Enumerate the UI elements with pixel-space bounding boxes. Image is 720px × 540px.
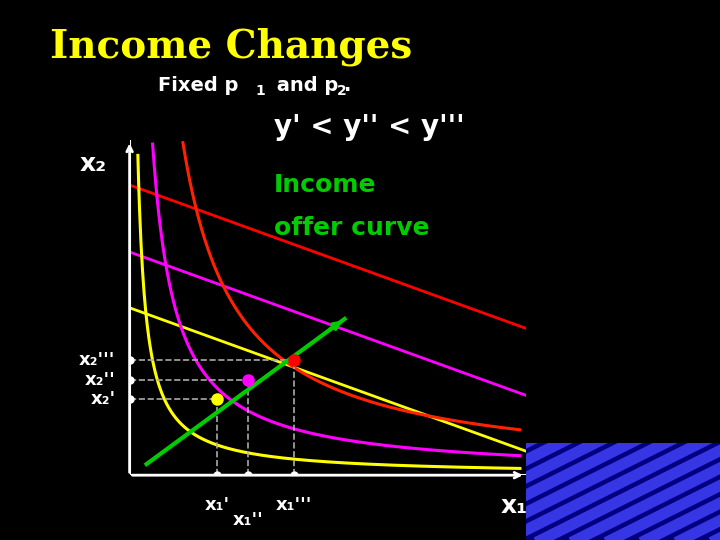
Text: x₁'': x₁'' bbox=[233, 510, 264, 529]
Text: Income: Income bbox=[274, 173, 376, 197]
Text: x₂': x₂' bbox=[90, 390, 115, 408]
Text: .: . bbox=[344, 76, 351, 94]
Text: x₂''': x₂''' bbox=[79, 351, 115, 369]
Text: offer curve: offer curve bbox=[274, 216, 429, 240]
Text: x₂: x₂ bbox=[80, 152, 107, 176]
Text: x₂'': x₂'' bbox=[85, 372, 115, 389]
Text: Income Changes: Income Changes bbox=[50, 27, 413, 65]
Text: Fixed p: Fixed p bbox=[158, 76, 239, 94]
Text: x₁''': x₁''' bbox=[276, 496, 312, 514]
Text: x₁: x₁ bbox=[500, 494, 528, 518]
Text: x₁': x₁' bbox=[204, 496, 230, 514]
Text: y' < y'' < y''': y' < y'' < y''' bbox=[274, 113, 464, 141]
Text: and p: and p bbox=[270, 76, 338, 94]
Text: 1: 1 bbox=[256, 84, 266, 98]
Text: 2: 2 bbox=[337, 84, 347, 98]
